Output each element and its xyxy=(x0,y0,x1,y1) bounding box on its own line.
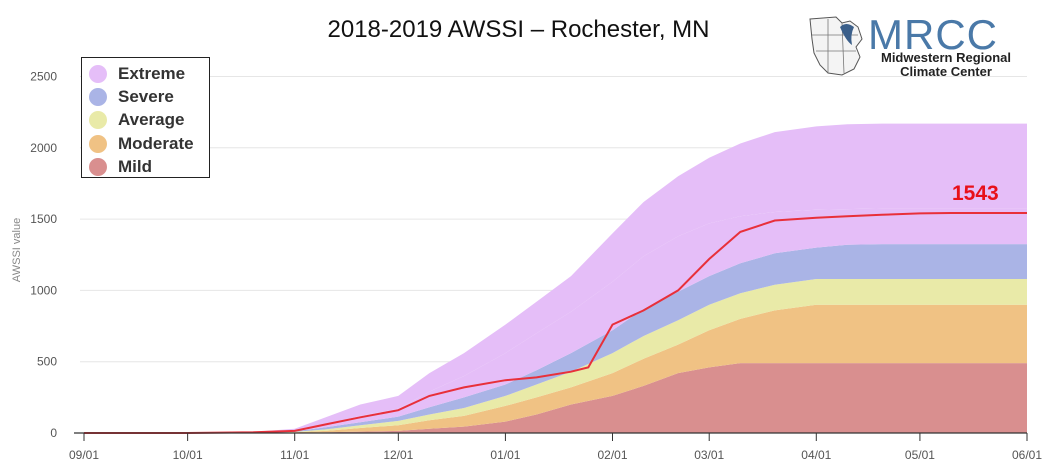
x-tick-label-02-01: 02/01 xyxy=(597,448,627,462)
band-extreme xyxy=(84,208,1027,433)
x-tick-label-10-01: 10/01 xyxy=(173,448,203,462)
band-severe xyxy=(84,244,1027,433)
legend-label-extreme: Extreme xyxy=(118,63,186,83)
x-tick-label-05-01: 05/01 xyxy=(905,448,935,462)
logo-wordmark: MRCC xyxy=(868,11,998,58)
chart-title: 2018-2019 AWSSI – Rochester, MN xyxy=(327,16,710,43)
band-mild xyxy=(84,363,1027,433)
y-tick-label-0: 0 xyxy=(50,426,57,440)
legend-swatch-extreme xyxy=(89,64,107,83)
y-tick-label-2000: 2000 xyxy=(30,141,57,155)
legend-label-moderate: Moderate xyxy=(118,133,194,153)
logo-subtitle-line1: Midwestern Regional xyxy=(880,50,1012,65)
band-average xyxy=(84,279,1027,433)
y-tick-label-2500: 2500 xyxy=(30,70,57,84)
x-tick-label-04-01: 04/01 xyxy=(801,448,831,462)
y-axis-label: AWSSI value xyxy=(11,218,23,282)
x-tick-label-12-01: 12/01 xyxy=(383,448,413,462)
midwest-map-icon xyxy=(809,16,863,76)
x-tick-label-11-01: 11/01 xyxy=(280,448,309,462)
legend-item-extreme: Extreme xyxy=(89,62,209,85)
legend-item-average: Average xyxy=(89,109,209,132)
y-tick-label-1000: 1000 xyxy=(30,283,57,297)
awssi-season-line xyxy=(84,212,1027,434)
band-moderate xyxy=(84,304,1027,433)
current-value-label: 1543 xyxy=(952,182,999,205)
x-tick-label-06-01: 06/01 xyxy=(1012,448,1042,462)
band-extreme-top xyxy=(84,123,1027,433)
awssi-category-bands xyxy=(84,123,1027,433)
y-tick-label-1500: 1500 xyxy=(30,212,57,226)
legend-swatch-average xyxy=(89,111,107,130)
legend-label-severe: Severe xyxy=(118,86,174,106)
legend-swatch-moderate xyxy=(89,134,107,153)
mrcc-logo: MRCC Midwestern Regional Climate Center xyxy=(806,11,1028,83)
chart-axes: 09/01 10/01 11/01 12/01 01/01 02/01 03/01 04/01… xyxy=(30,70,1042,463)
legend-item-moderate: Moderate xyxy=(89,132,209,155)
x-tick-label-01-01: 01/01 xyxy=(490,448,520,462)
legend-item-severe: Severe xyxy=(89,85,209,108)
x-tick-label-03-01: 03/01 xyxy=(694,448,724,462)
legend-item-mild: Mild xyxy=(89,155,209,178)
legend-swatch-mild xyxy=(89,157,107,176)
chart-legend: Extreme Severe Average Moderate Mild xyxy=(81,57,210,178)
legend-swatch-severe xyxy=(89,87,107,106)
legend-label-mild: Mild xyxy=(118,156,152,176)
legend-label-average: Average xyxy=(118,110,185,130)
x-tick-label-09-01: 09/01 xyxy=(69,448,99,462)
series-line xyxy=(84,212,1027,434)
y-tick-label-500: 500 xyxy=(37,355,57,369)
logo-subtitle: Midwestern Regional Climate Center xyxy=(868,51,1024,79)
logo-subtitle-line2: Climate Center xyxy=(900,64,992,79)
